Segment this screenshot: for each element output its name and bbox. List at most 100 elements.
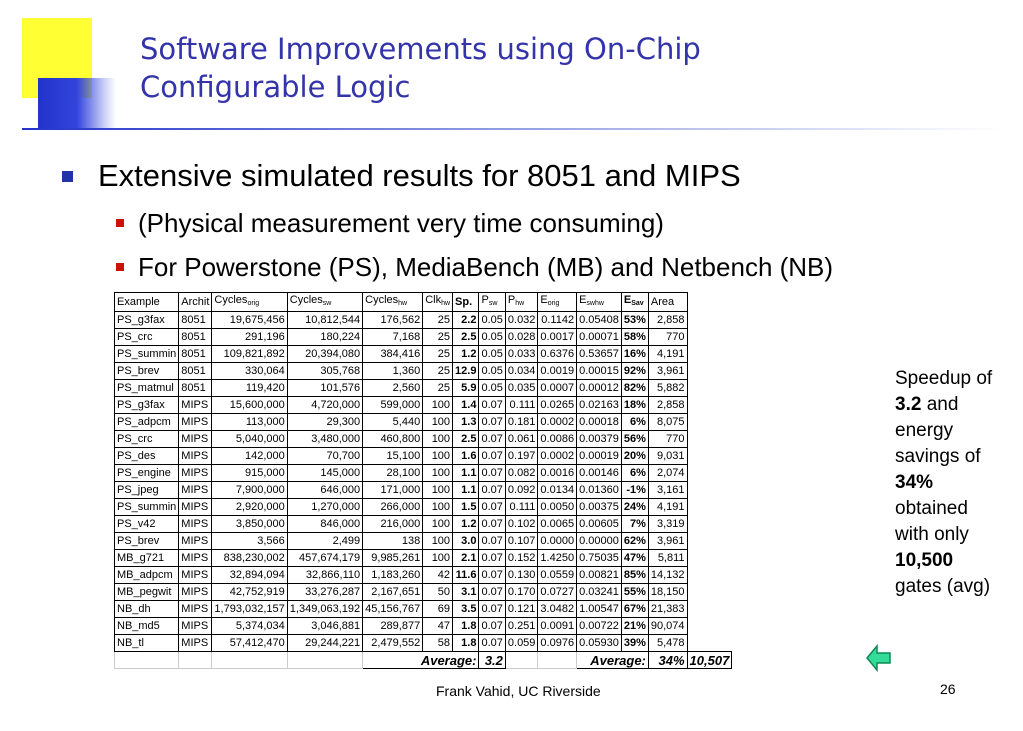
table-row: PS_v42 MIPS 3,850,000 846,000 216,000 100 1.2 0…	[113, 515, 732, 533]
table-cell: 2,858	[647, 396, 688, 414]
table-cell: 0.53657	[576, 345, 622, 363]
table-cell: 3,480,000	[286, 430, 364, 448]
table-cell: 1.2	[452, 345, 480, 363]
table-cell: PS_matmul	[113, 379, 180, 397]
table-cell: 3,961	[647, 532, 688, 550]
average-speedup-value: 3.2	[478, 651, 506, 669]
table-cell: 0.00012	[576, 379, 622, 397]
table-cell: 0.07	[478, 600, 506, 618]
table-cell: 2.1	[452, 549, 480, 567]
table-cell: MIPS	[178, 515, 213, 533]
average-energy-value: 34%	[647, 651, 688, 669]
table-cell: 599,000	[362, 396, 424, 414]
table-cell: 0.07	[478, 634, 506, 652]
column-header: Clkhw	[422, 292, 454, 312]
table-cell: 100	[422, 498, 454, 516]
table-cell: 2,858	[647, 311, 688, 329]
table-cell: 0.061	[504, 430, 539, 448]
table-cell: 0.00146	[576, 464, 622, 482]
table-cell: 6%	[620, 413, 649, 431]
table-row: NB_dh MIPS 1,793,032,157 1,349,063,192 45,15…	[113, 600, 732, 618]
average-row-blank	[178, 651, 213, 669]
table-cell: MIPS	[178, 532, 213, 550]
table-cell: 18%	[620, 396, 649, 414]
table-cell: 0.07	[478, 549, 506, 567]
table-row: PS_adpcm MIPS 113,000 29,300 5,440 100 1.3 0.07…	[113, 413, 732, 431]
table-cell: 0.0134	[537, 481, 578, 499]
table-cell: 47	[422, 617, 454, 635]
table-header-row: Example Archit Cyclesorig Cyclessw Cycleshw C…	[113, 292, 732, 312]
summary-speedup: 3.2	[895, 394, 922, 415]
table-cell: 0.05	[478, 379, 506, 397]
table-cell: 0.0017	[537, 328, 578, 346]
table-cell: 171,000	[362, 481, 424, 499]
table-cell: 15,600,000	[211, 396, 288, 414]
table-row: MB_g721 MIPS 838,230,002 457,674,179 9,985,2…	[113, 549, 732, 567]
table-cell: 92%	[620, 362, 649, 380]
column-header: Area	[647, 292, 688, 312]
table-cell: MIPS	[178, 481, 213, 499]
table-cell: 0.00605	[576, 515, 622, 533]
table-cell: 3,961	[647, 362, 688, 380]
table-cell: 0.0976	[537, 634, 578, 652]
table-cell: 0.034	[504, 362, 539, 380]
table-cell: 25	[422, 328, 454, 346]
column-header-label: P	[507, 294, 516, 306]
table-row: PS_engine MIPS 915,000 145,000 28,100 100 1.1 0…	[113, 464, 732, 482]
table-cell: 0.00019	[576, 447, 622, 465]
table-cell: PS_crc	[113, 430, 180, 448]
table-cell: 0.05930	[576, 634, 622, 652]
column-header-subscript: orig	[247, 300, 260, 307]
table-cell: 28,100	[362, 464, 424, 482]
table-cell: 119,420	[211, 379, 288, 397]
table-cell: 1.8	[452, 617, 480, 635]
table-cell: 0.0002	[537, 413, 578, 431]
column-header: Archit	[178, 292, 213, 312]
table-cell: 0.181	[504, 413, 539, 431]
table-cell: 100	[422, 549, 454, 567]
column-header-label: Cycles	[289, 294, 323, 306]
table-cell: 100	[422, 430, 454, 448]
table-cell: 20%	[620, 447, 649, 465]
table-cell: 8051	[178, 328, 213, 346]
table-cell: 0.0091	[537, 617, 578, 635]
table-cell: PS_v42	[113, 515, 180, 533]
table-cell: 1.1	[452, 464, 480, 482]
table-cell: 16%	[620, 345, 649, 363]
table-cell: 3,566	[211, 532, 288, 550]
table-cell: PS_brev	[113, 532, 180, 550]
table-cell: 0.0000	[537, 532, 578, 550]
summary-note: Speedup of 3.2 and energy savings of 34%…	[895, 366, 995, 600]
table-cell: 19,675,456	[211, 311, 288, 329]
table-cell: 0.07	[478, 464, 506, 482]
table-cell: 0.00071	[576, 328, 622, 346]
table-cell: 5.9	[452, 379, 480, 397]
table-cell: 0.00015	[576, 362, 622, 380]
table-cell: MIPS	[178, 447, 213, 465]
column-header-label: Area	[650, 295, 675, 308]
table-cell: 3.5	[452, 600, 480, 618]
table-cell: 7%	[620, 515, 649, 533]
table-cell: PS_des	[113, 447, 180, 465]
column-header-subscript: swhw	[586, 300, 604, 307]
table-cell: 0.0265	[537, 396, 578, 414]
table-cell: 0.0065	[537, 515, 578, 533]
table-cell: 4,720,000	[286, 396, 364, 414]
table-cell: 82%	[620, 379, 649, 397]
table-cell: 85%	[620, 566, 649, 584]
bullet-list: Extensive simulated results for 8051 and…	[62, 156, 1012, 284]
column-header-label: E	[540, 294, 548, 306]
table-cell: MIPS	[178, 634, 213, 652]
table-cell: MIPS	[178, 396, 213, 414]
table-cell: 7,168	[362, 328, 424, 346]
table-cell: NB_md5	[113, 617, 180, 635]
table-cell: 32,894,094	[211, 566, 288, 584]
table-cell: 8,075	[647, 413, 688, 431]
table-row: MB_adpcm MIPS 32,894,094 32,866,110 1,183,26…	[113, 566, 732, 584]
table-cell: 291,196	[211, 328, 288, 346]
table-cell: 100	[422, 481, 454, 499]
table-cell: 0.05	[478, 345, 506, 363]
table-cell: 5,440	[362, 413, 424, 431]
table-cell: 2,074	[647, 464, 688, 482]
slide-title: Software Improvements using On-Chip Conf…	[140, 30, 900, 106]
